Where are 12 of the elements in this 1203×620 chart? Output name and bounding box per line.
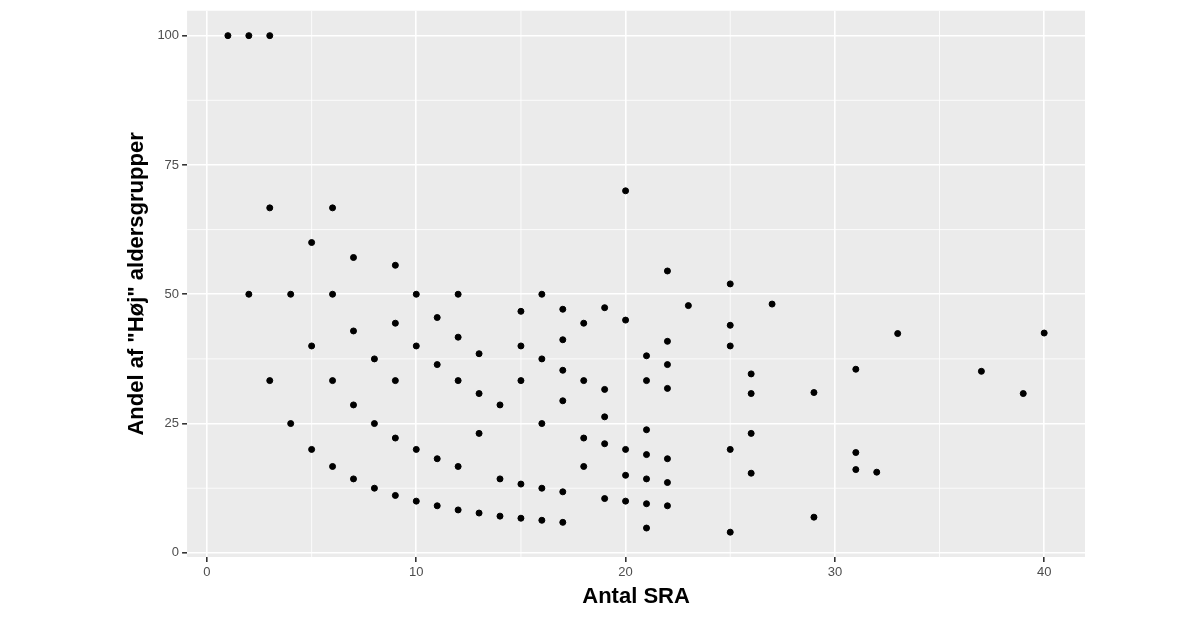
x-tick-label: 30 (827, 564, 843, 580)
x-tick-label: 20 (618, 564, 633, 580)
y-tick-label: 0 (171, 544, 180, 560)
y-axis-title: Andel af "Høj" aldersgrupper (123, 131, 149, 436)
x-tick-label: 40 (1036, 564, 1052, 580)
y-tick-label: 50 (164, 285, 180, 301)
x-tick-label: 10 (409, 564, 424, 580)
y-tick-label: 75 (164, 156, 180, 172)
x-axis-title: Antal SRA (582, 582, 690, 608)
y-tick-label: 100 (157, 27, 180, 43)
y-tick-label: 25 (164, 415, 180, 431)
x-tick-label: 0 (203, 564, 211, 580)
